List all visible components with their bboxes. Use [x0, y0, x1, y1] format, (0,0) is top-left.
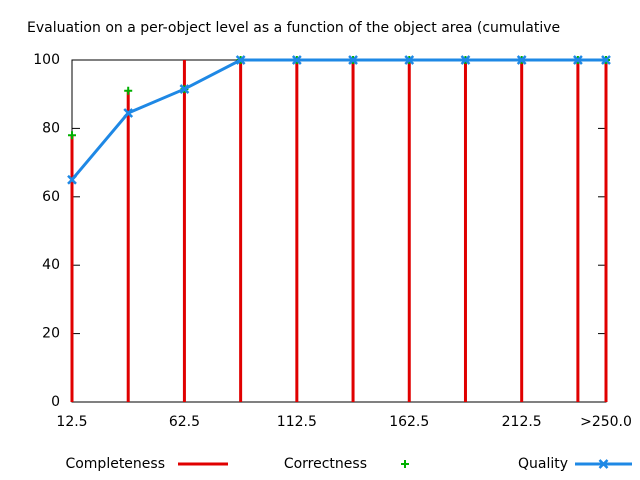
- x-tick-label: 112.5: [277, 414, 317, 430]
- y-tick-label: 80: [42, 120, 60, 136]
- x-tick-label: 212.5: [502, 414, 542, 430]
- x-tick-label: 62.5: [169, 414, 200, 430]
- y-tick-label: 60: [42, 189, 60, 205]
- line-marker: [179, 84, 190, 94]
- chart-title: Evaluation on a per-object level as a fu…: [27, 20, 560, 36]
- point: [124, 86, 133, 95]
- legend-swatch: [401, 460, 409, 468]
- y-tick-label: 100: [33, 52, 60, 68]
- point: [68, 131, 76, 140]
- line-marker: [348, 55, 358, 65]
- x-tick-label: >250.0: [580, 414, 632, 430]
- line-marker: [516, 55, 527, 65]
- legend-label: Completeness: [65, 456, 165, 472]
- line-marker: [123, 108, 134, 118]
- legend-swatch: [598, 459, 609, 469]
- x-tick-label: 162.5: [389, 414, 429, 430]
- y-tick-label: 40: [42, 257, 60, 273]
- y-tick-label: 0: [51, 394, 60, 410]
- line-marker: [67, 174, 77, 185]
- legend-label: Correctness: [284, 456, 367, 472]
- line-marker: [601, 55, 611, 65]
- line-marker: [460, 55, 471, 65]
- legend-label: Quality: [518, 456, 568, 472]
- line-marker: [573, 55, 583, 65]
- y-tick-label: 20: [42, 326, 60, 342]
- line-marker: [235, 55, 246, 65]
- line-marker: [404, 55, 415, 65]
- x-tick-label: 12.5: [56, 414, 87, 430]
- line-marker: [291, 55, 302, 65]
